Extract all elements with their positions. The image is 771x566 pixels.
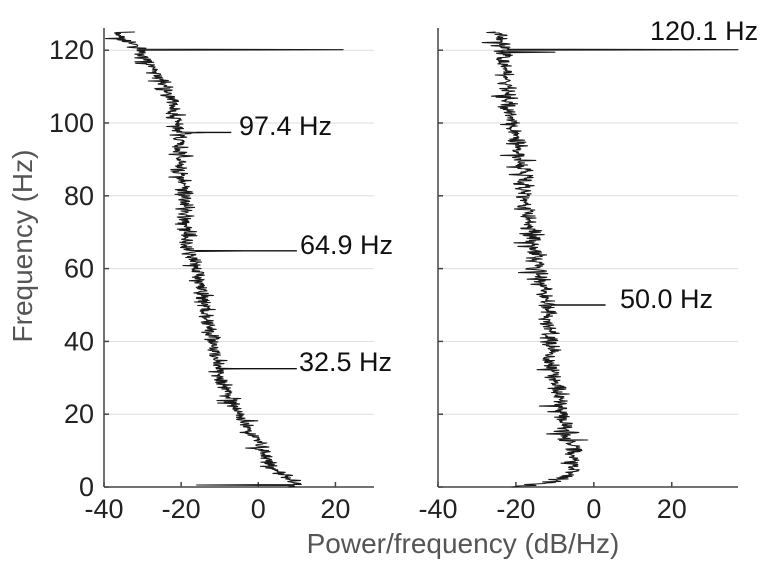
left-x-tick-label-0: 0 [251, 494, 266, 524]
y-axis-label: Frequency (Hz) [7, 150, 38, 343]
left-y-tick-label-60: 60 [64, 254, 94, 284]
right-x-tick-label--40: -40 [418, 494, 457, 524]
left-y-tick-label-40: 40 [64, 326, 94, 356]
annotation-layer: 97.4 Hz 64.9 Hz 32.5 Hz 50.0 Hz 120.1 Hz [196, 16, 758, 377]
left-y-tick-label-120: 120 [49, 35, 94, 65]
left-annotation-label-974: 97.4 Hz [239, 111, 332, 141]
label-layer: Frequency (Hz) Power/frequency (dB/Hz) [7, 150, 619, 559]
right-annotation-label-500: 50.0 Hz [620, 284, 713, 314]
right-x-tick-label-20: 20 [657, 494, 687, 524]
left-psd-trace [105, 31, 344, 488]
right-x-tick-label--20: -20 [496, 494, 535, 524]
left-y-tick-label-0: 0 [79, 472, 94, 502]
trace-layer [105, 31, 739, 488]
left-x-tick-label--40: -40 [84, 494, 123, 524]
left-y-tick-label-80: 80 [64, 181, 94, 211]
axes-layer: 0 20 40 60 80 100 120 -40 -20 0 20 -40 -20 0 20 [49, 28, 738, 524]
left-x-tick-label--20: -20 [162, 494, 201, 524]
right-psd-trace [481, 31, 739, 488]
left-x-tick-label-20: 20 [320, 494, 350, 524]
right-x-tick-label-0: 0 [586, 494, 601, 524]
x-axis-label: Power/frequency (dB/Hz) [307, 528, 620, 559]
left-y-tick-label-100: 100 [49, 108, 94, 138]
left-y-tick-label-20: 20 [64, 399, 94, 429]
left-annotation-label-325: 32.5 Hz [299, 347, 392, 377]
right-annotation-label-1201: 120.1 Hz [650, 16, 758, 46]
left-annotation-label-649: 64.9 Hz [300, 230, 393, 260]
